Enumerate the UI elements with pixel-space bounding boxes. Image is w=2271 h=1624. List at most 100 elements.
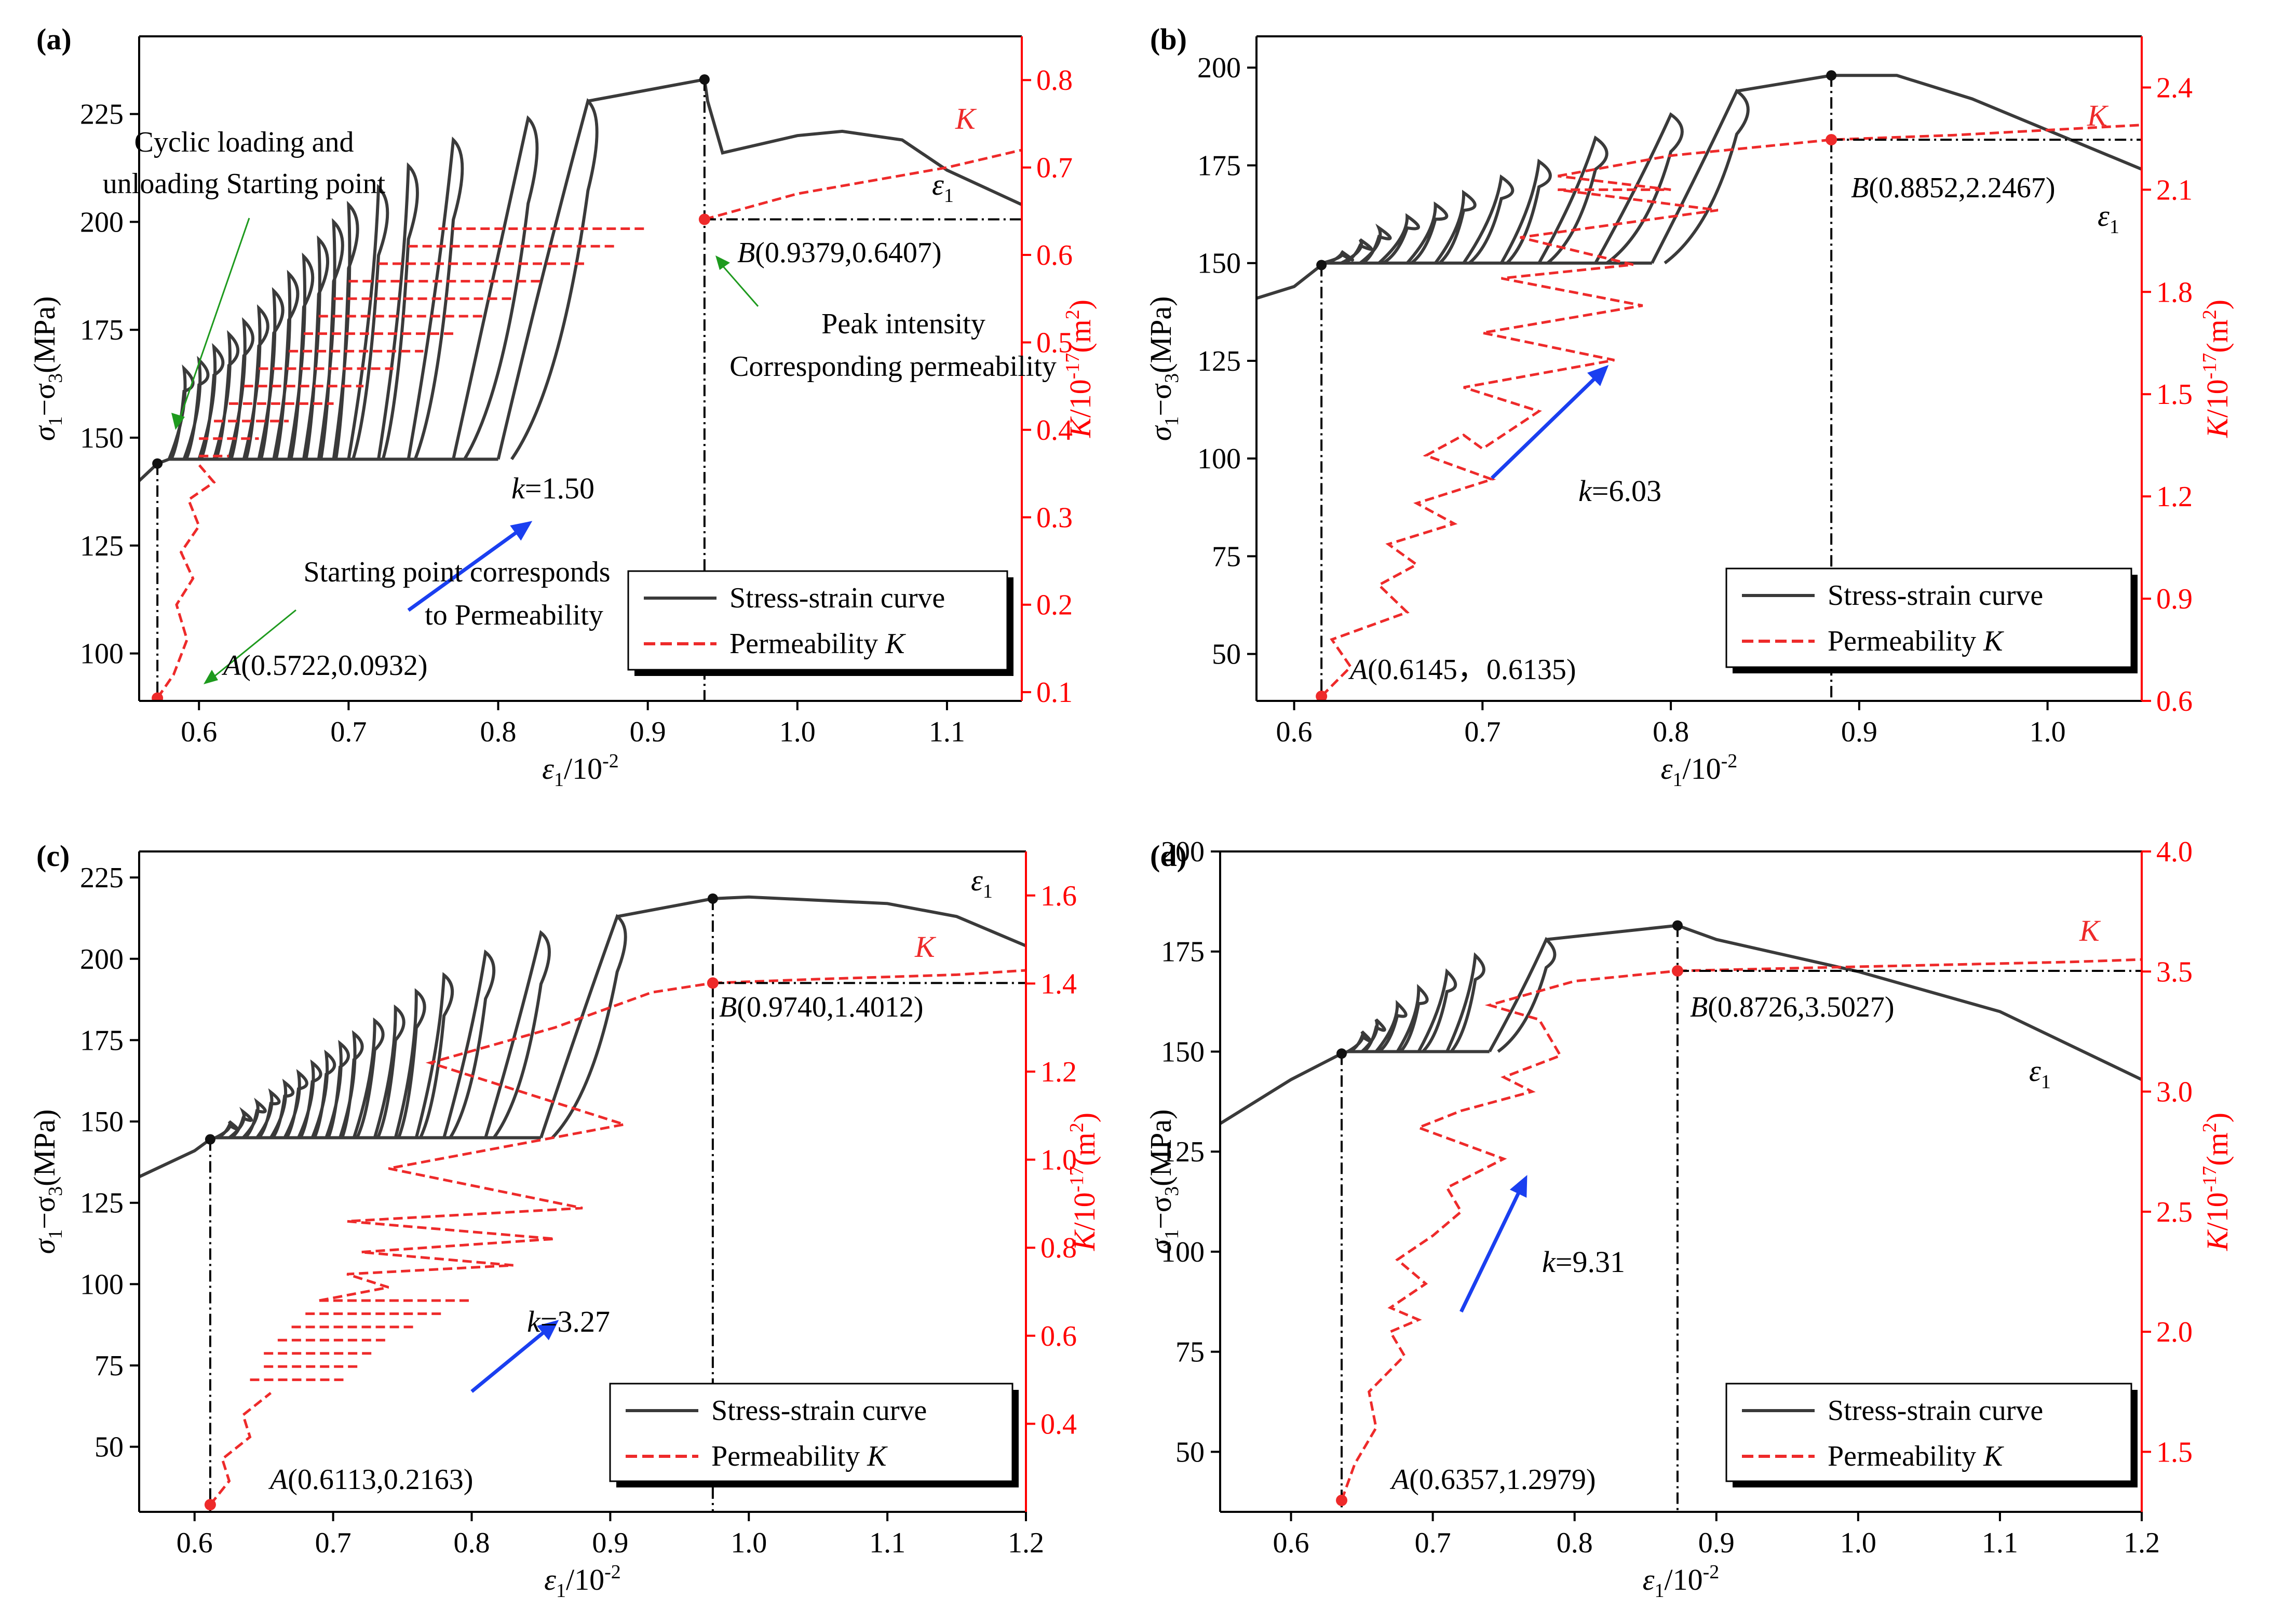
stress-loop-1 (228, 1106, 253, 1139)
label-B-coords: (0.8726,3.5027) (1708, 991, 1894, 1023)
panel-label: (c) (36, 839, 70, 873)
y-tick-label-right: 0.8 (1040, 1232, 1077, 1264)
y-label-k: K (1063, 416, 1097, 438)
stress-loop-15 (452, 115, 539, 461)
label-strain-eps: ε1 (971, 863, 993, 902)
y-tick-label-left: 50 (1212, 639, 1241, 671)
y-tick-label-right: 0.7 (1036, 152, 1073, 184)
stress-loop-2 (197, 343, 225, 460)
x-tick-label: 0.6 (1273, 1527, 1309, 1559)
stress-loop-9 (302, 235, 329, 460)
y-tick-label-left: 125 (1197, 345, 1241, 377)
x-tick-label: 1.2 (2124, 1527, 2160, 1559)
y-tick-label-left: 175 (80, 1024, 124, 1057)
y-tick-label-right: 1.8 (2156, 276, 2193, 308)
label-point-A: A(0.6145，0.6135) (1348, 654, 1576, 686)
annotation-start-2: to Permeability (425, 599, 603, 631)
label-k-letter: k (511, 471, 525, 505)
permeability-curve-post (712, 969, 1026, 984)
label-permeability-K: K (955, 102, 977, 136)
panel-label: (a) (36, 22, 72, 56)
y-tick-label-left: 125 (80, 1187, 124, 1220)
label-B-letter: B (719, 991, 737, 1023)
y-tick-label-right: 0.6 (1040, 1320, 1077, 1352)
label-B-coords: (0.9740,1.4012) (737, 991, 923, 1023)
permeability-curve-zigzag (319, 981, 713, 1302)
y-tick-label-left: 175 (80, 314, 124, 346)
point-A-stress (1316, 260, 1327, 270)
y-label-tail: (m (1067, 1132, 1101, 1166)
legend-permeability-label: Permeability K (1828, 1440, 2004, 1472)
y-label-mid: /10 (1067, 1192, 1101, 1230)
x-axis-label: ε1/10-2 (544, 1561, 621, 1602)
stress-curve-post (587, 77, 1022, 206)
trend-arrowhead (1587, 365, 1609, 386)
y-tick-label-left: 225 (80, 99, 124, 131)
legend-permeability-k: K (867, 1440, 888, 1472)
y-tick-label-left: 75 (94, 1350, 124, 1382)
annotation-cyclic-arrowhead (171, 413, 185, 430)
x-tick-label: 0.8 (480, 716, 517, 748)
annotation-cyclic-arrow (178, 218, 250, 421)
trend-arrowhead (510, 521, 533, 541)
y-label-tail: (m (2200, 319, 2234, 353)
stress-loop-2 (1375, 999, 1408, 1053)
y-axis-label-left: σ1−σ3(MPa) (28, 296, 66, 441)
y-tick-label-left: 75 (1212, 540, 1241, 573)
legend-stress-label: Stress-strain curve (1828, 1395, 2043, 1427)
permeability-curve-post (704, 148, 1022, 221)
point-A-permeability (1316, 691, 1328, 701)
permeability-curve-low (1320, 174, 1719, 697)
label-slope-k: k=6.03 (1578, 474, 1661, 508)
y-tick-label-left: 150 (1161, 1036, 1205, 1068)
annotations-layer: Cyclic loading and unloading Starting po… (103, 102, 1057, 684)
label-A-letter: A (221, 649, 241, 682)
stress-loop-9 (339, 1030, 364, 1139)
point-B-permeability (707, 977, 719, 989)
annotations-layer: A(0.6145，0.6135) B(0.8852,2.2467) Kε1 k=6.0… (1348, 99, 2138, 686)
x-tick-label: 0.6 (177, 1527, 213, 1559)
axes: 0.6 0.7 0.8 0.9 1.0 1.1 100 125 150 175 200 225 0.1 0… (28, 35, 1097, 791)
trend-arrow (1459, 1179, 1527, 1313)
label-permeability-K: K (2087, 99, 2109, 132)
stress-loop-8 (325, 1039, 350, 1139)
label-slope-k: k=9.31 (1542, 1245, 1625, 1279)
x-label-tail: /10 (1683, 752, 1721, 786)
legend: Stress-strain curve Permeability K (1725, 1383, 2138, 1487)
annotation-peak-1: Peak intensity (821, 308, 985, 340)
x-tick-label: 0.9 (1841, 716, 1877, 748)
y-label-mid: −σ (28, 1196, 61, 1229)
stress-loop-12 (394, 988, 426, 1139)
panel-a: (a) 0.6 0.7 0.8 0.9 1.0 1.1 100 125 150 175 200 225… (28, 22, 1097, 791)
legend: Stress-strain curve Permeability K (627, 570, 1013, 676)
y-label-sub2: 3 (45, 1186, 66, 1196)
y-axis-label-left: σ1−σ3(MPa) (28, 1109, 66, 1254)
label-eps-symbol: ε (932, 168, 944, 201)
y-tick-label-right: 1.6 (1040, 880, 1077, 912)
annotations-layer: A(0.6113,0.2163) B(0.9740,1.4012) Kε1 k=3.2… (268, 863, 1019, 1496)
x-label-subscript: 1 (1655, 1580, 1665, 1602)
y-label-superscript2: 2 (1066, 1122, 1088, 1132)
stress-loop-3 (1396, 984, 1429, 1053)
x-tick-label: 1.1 (1982, 1527, 2018, 1559)
y-axis-label-right: K/10-17(m2) (2199, 1113, 2234, 1251)
label-strain-eps: ε1 (2098, 199, 2119, 238)
label-eps-subscript: 1 (983, 881, 993, 902)
y-tick-label-right: 0.1 (1036, 676, 1073, 709)
x-tick-label: 0.9 (1698, 1527, 1735, 1559)
y-tick-label-left: 175 (1197, 150, 1241, 182)
annotations-layer: A(0.6357,1.2979) B(0.8726,3.5027) Kε1 k=9.3… (1389, 914, 2138, 1496)
x-axis-label: ε1/10-2 (542, 750, 619, 791)
y-label-mid: /10 (2200, 379, 2234, 417)
y-tick-label-right: 0.5 (1036, 327, 1073, 359)
stress-loop-1 (1340, 238, 1373, 265)
legend-box (627, 570, 1008, 671)
point-A-permeability (204, 1499, 216, 1511)
stress-loop-6 (1462, 174, 1515, 265)
y-label-tail: (m (1063, 319, 1097, 353)
y-tick-label-left: 50 (1175, 1436, 1205, 1468)
label-k-value: =1.50 (525, 471, 594, 505)
stress-loop-6 (297, 1059, 322, 1139)
x-tick-label: 0.7 (315, 1527, 352, 1559)
label-slope-k: k=3.27 (527, 1305, 610, 1338)
